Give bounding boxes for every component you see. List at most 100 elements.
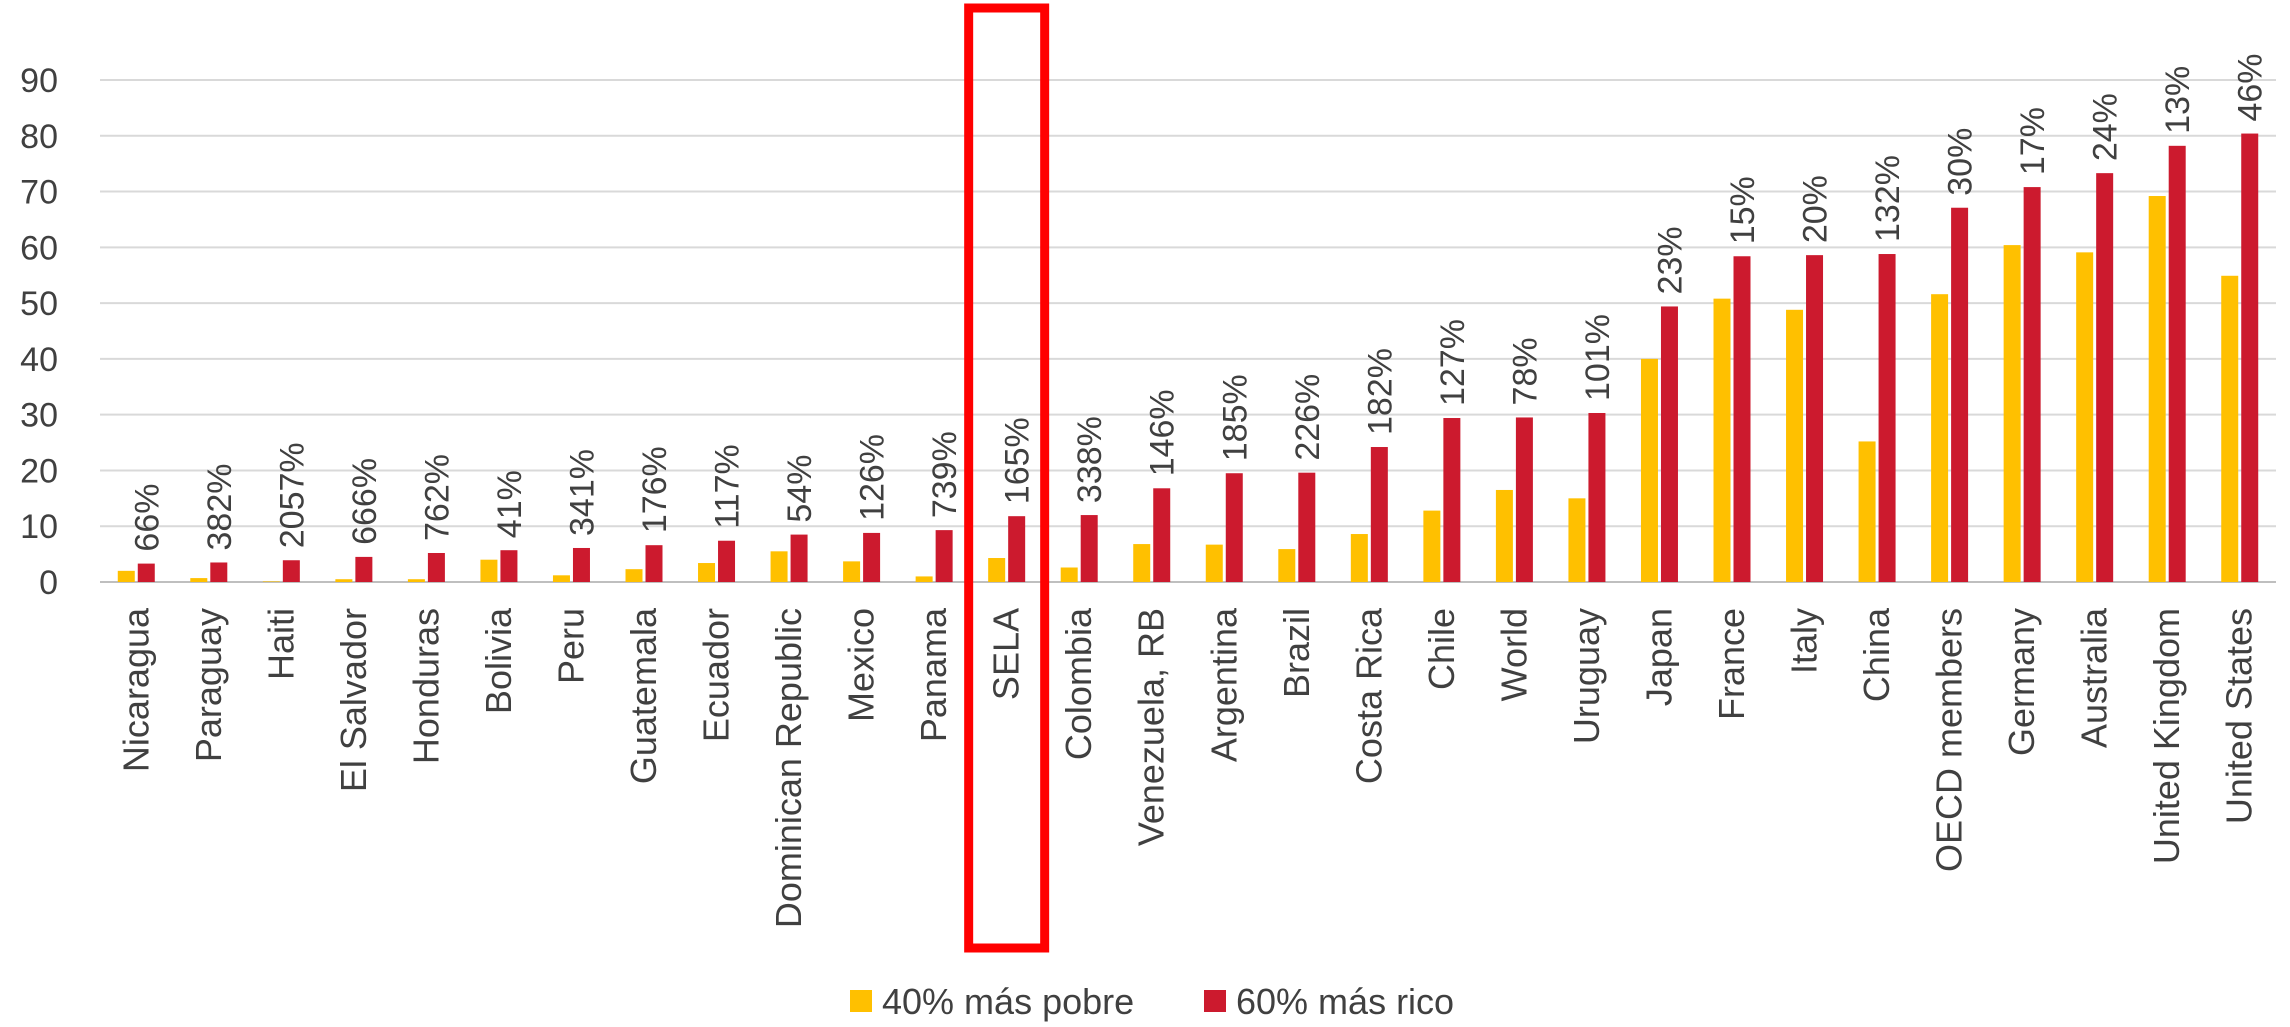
- y-tick-label-40: 40: [20, 341, 58, 379]
- category-label-guatemala: Guatemala: [623, 607, 664, 784]
- bar-richer-paraguay: [210, 562, 228, 582]
- bar-richer-nicaragua: [137, 563, 155, 582]
- category-label-oecd-members: OECD members: [1929, 608, 1970, 872]
- bar-richer-costa-rica: [1370, 447, 1388, 582]
- category-label-haiti: Haiti: [260, 608, 301, 680]
- category-label-dominican-republic: Dominican Republic: [768, 608, 809, 928]
- data-label-australia: 24%: [2087, 93, 2125, 161]
- bar-richer-mexico: [863, 532, 881, 582]
- category-label-ecuador: Ecuador: [696, 608, 737, 742]
- highlight-box: [964, 3, 1050, 953]
- data-label-paraguay: 382%: [201, 464, 239, 551]
- data-label-argentina: 185%: [1216, 374, 1254, 461]
- bar-richer-el-salvador: [355, 556, 373, 582]
- category-label-germany: Germany: [2001, 608, 2042, 756]
- data-label-world: 78%: [1506, 337, 1544, 405]
- y-tick-label-20: 20: [20, 452, 58, 490]
- bar-richer-guatemala: [645, 545, 663, 582]
- category-labels: Nicaragua Paraguay Haiti El Salvador Hondura…: [115, 607, 2259, 928]
- data-label-nicaragua: 66%: [128, 484, 166, 552]
- data-label-uruguay: 101%: [1579, 314, 1617, 401]
- y-tick-label-50: 50: [20, 285, 58, 323]
- legend-item-richer-label: 60% más rico: [1236, 981, 1454, 1022]
- category-label-uruguay: Uruguay: [1566, 608, 1607, 744]
- bar-poorer-brazil: [1278, 549, 1296, 582]
- bar-poorer-panama: [915, 576, 933, 582]
- data-label-haiti: 2057%: [273, 442, 311, 548]
- bar-poorer-venezuela-rb: [1133, 544, 1151, 582]
- bars: [117, 133, 2259, 583]
- data-label-united-states: 46%: [2232, 53, 2270, 121]
- data-label-venezuela-rb: 146%: [1144, 389, 1182, 476]
- category-label-italy: Italy: [1784, 608, 1825, 674]
- bar-richer-peru: [572, 547, 590, 582]
- y-tick-label-0: 0: [39, 564, 58, 602]
- data-label-costa-rica: 182%: [1361, 348, 1399, 435]
- data-label-panama: 739%: [926, 431, 964, 518]
- bar-poorer-haiti: [262, 581, 280, 582]
- data-labels: 66% 382% 2057% 666% 762% 41% 341% 176% 117% 54% 12…: [128, 53, 2269, 551]
- data-label-germany: 17%: [2014, 107, 2052, 175]
- bar-richer-ecuador: [718, 540, 736, 582]
- bar-richer-honduras: [427, 552, 445, 582]
- bar-richer-italy: [1806, 255, 1824, 583]
- bar-poorer-france: [1713, 298, 1731, 582]
- data-label-sela: 165%: [999, 417, 1037, 504]
- bar-richer-united-states: [2241, 133, 2259, 582]
- data-label-honduras: 762%: [418, 454, 456, 541]
- bar-richer-venezuela-rb: [1153, 488, 1171, 582]
- bar-richer-oecd-members: [1951, 207, 1969, 582]
- bar-richer-argentina: [1225, 473, 1243, 582]
- bar-richer-haiti: [282, 560, 300, 582]
- category-label-venezuela-rb: Venezuela, RB: [1131, 608, 1172, 846]
- category-label-bolivia: Bolivia: [478, 607, 519, 714]
- bar-poorer-nicaragua: [117, 570, 135, 582]
- bar-poorer-mexico: [843, 561, 861, 582]
- bar-poorer-paraguay: [190, 578, 208, 582]
- data-label-chile: 127%: [1434, 319, 1472, 406]
- bar-poorer-australia: [2076, 252, 2094, 582]
- bar-richer-world: [1515, 417, 1533, 582]
- data-label-japan: 23%: [1651, 226, 1689, 294]
- bar-richer-panama: [935, 530, 953, 582]
- category-label-japan: Japan: [1638, 608, 1679, 706]
- data-label-dominican-republic: 54%: [781, 455, 819, 523]
- bar-richer-china: [1878, 254, 1896, 582]
- y-tick-label-70: 70: [20, 174, 58, 212]
- bar-poorer-guatemala: [625, 569, 643, 582]
- bar-poorer-colombia: [1060, 567, 1078, 582]
- data-label-united-kingdom: 13%: [2159, 66, 2197, 134]
- data-label-italy: 20%: [1797, 175, 1835, 243]
- data-label-colombia: 338%: [1071, 416, 1109, 503]
- category-label-paraguay: Paraguay: [188, 608, 229, 762]
- bar-poorer-united-states: [2221, 275, 2239, 582]
- bar-richer-japan: [1660, 306, 1678, 582]
- category-label-brazil: Brazil: [1276, 608, 1317, 698]
- bar-poorer-argentina: [1205, 544, 1223, 582]
- bar-poorer-ecuador: [698, 563, 716, 582]
- data-label-mexico: 126%: [854, 434, 892, 521]
- bar-poorer-costa-rica: [1350, 534, 1368, 582]
- data-label-ecuador: 117%: [709, 444, 747, 528]
- category-label-panama: Panama: [913, 607, 954, 742]
- category-label-honduras: Honduras: [405, 608, 446, 764]
- y-tick-label-80: 80: [20, 118, 58, 156]
- y-tick-label-60: 60: [20, 229, 58, 267]
- bar-poorer-oecd-members: [1931, 294, 1949, 582]
- category-label-colombia: Colombia: [1058, 607, 1099, 760]
- bar-richer-uruguay: [1588, 412, 1606, 582]
- bar-poorer-sela: [988, 558, 1006, 582]
- bar-poorer-peru: [552, 575, 570, 582]
- bar-richer-germany: [2023, 187, 2041, 583]
- data-label-guatemala: 176%: [636, 446, 674, 533]
- bar-richer-sela: [1008, 516, 1026, 582]
- bar-richer-australia: [2096, 173, 2114, 582]
- data-label-oecd-members: 30%: [1942, 128, 1980, 196]
- category-label-mexico: Mexico: [841, 608, 882, 722]
- category-label-world: World: [1493, 608, 1534, 701]
- y-axis-ticks: 0 10 20 30 40 50 60 70 80 90: [20, 62, 58, 602]
- y-tick-label-30: 30: [20, 397, 58, 435]
- category-label-argentina: Argentina: [1203, 607, 1244, 762]
- category-label-united-kingdom: United Kingdom: [2146, 608, 2187, 864]
- category-label-costa-rica: Costa Rica: [1348, 607, 1389, 784]
